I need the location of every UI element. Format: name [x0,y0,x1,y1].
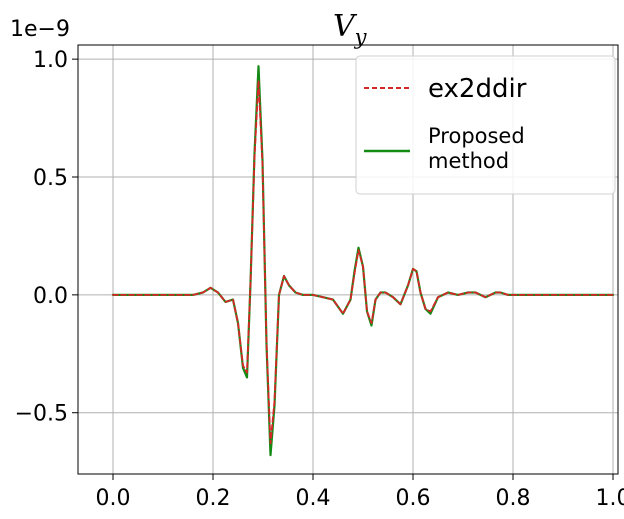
y-tick-label: −0.5 [15,402,68,427]
y-tick-label: 0.0 [33,284,68,309]
legend-label-ex2ddir: ex2ddir [428,74,527,104]
x-tick-label: 0.8 [496,486,531,511]
series-line-ex2ddir [112,79,614,445]
title-subscript: y [354,25,368,49]
x-tick-label: 0.4 [296,486,331,511]
x-axis: 0.0 0.2 0.4 0.6 0.8 1.0 [96,474,624,511]
x-tick-label: 0.6 [396,486,431,511]
y-tick-label: 0.5 [33,166,68,191]
legend: ex2ddir Proposed method [355,55,616,195]
y-axis: −0.5 0.0 0.5 1.0 [15,48,78,427]
y-offset-label: 1e−9 [10,17,70,42]
plot-frame [77,44,619,475]
x-tick-label: 0.0 [96,486,131,511]
legend-label-proposed-method: Proposed method [428,124,525,173]
legend-box [355,55,616,195]
chart-title: Vy [333,9,368,49]
series-layer [111,65,615,457]
x-tick-label: 1.0 [596,486,624,511]
title-main: V [333,9,358,44]
y-tick-label: 1.0 [33,48,68,73]
x-tick-label: 0.2 [196,486,231,511]
